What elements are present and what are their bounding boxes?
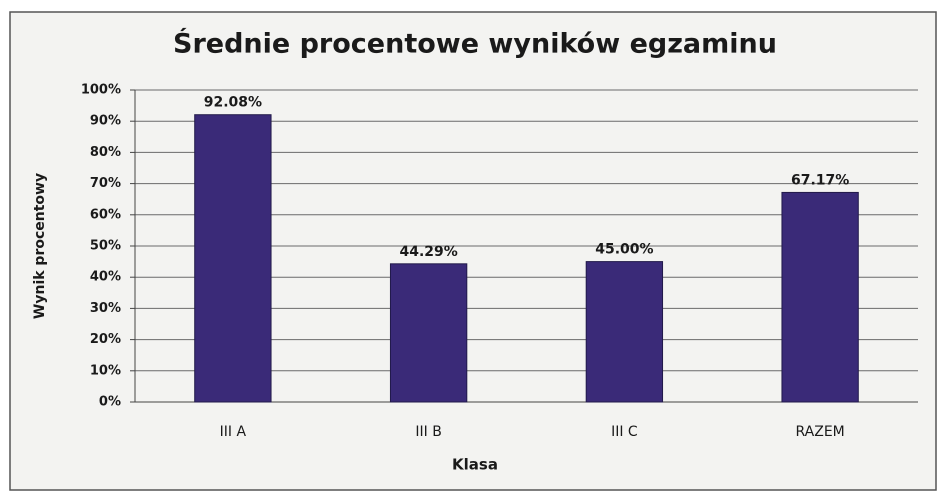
value-label: 92.08% [204,95,262,111]
y-tick-label: 90% [90,114,121,129]
y-tick-label: 0% [99,395,121,410]
x-tick-label: III B [415,424,441,440]
y-tick-label: 80% [90,145,121,160]
bar [389,263,468,403]
x-tick-label: III A [220,424,247,440]
y-axis-label: Wynik procentowy [32,173,48,319]
y-tick-label: 30% [90,301,121,316]
y-tick-label: 50% [90,239,121,254]
y-tick-label: 40% [90,270,121,285]
y-tick-label: 60% [90,207,121,222]
value-label: 67.17% [791,172,849,188]
bar [194,114,272,403]
y-tick-label: 10% [90,363,121,378]
value-label: 45.00% [595,242,653,258]
y-tick-label: 70% [90,176,121,191]
value-label: 44.29% [399,244,457,260]
x-axis-label: Klasa [452,456,498,474]
bar [781,191,859,403]
x-tick-label: III C [611,424,638,440]
bar [585,261,664,403]
x-tick-label: RAZEM [795,424,844,440]
y-tick-label: 20% [90,332,121,347]
y-tick-label: 100% [81,83,121,98]
chart-title: Średnie procentowe wyników egzaminu [173,28,777,60]
